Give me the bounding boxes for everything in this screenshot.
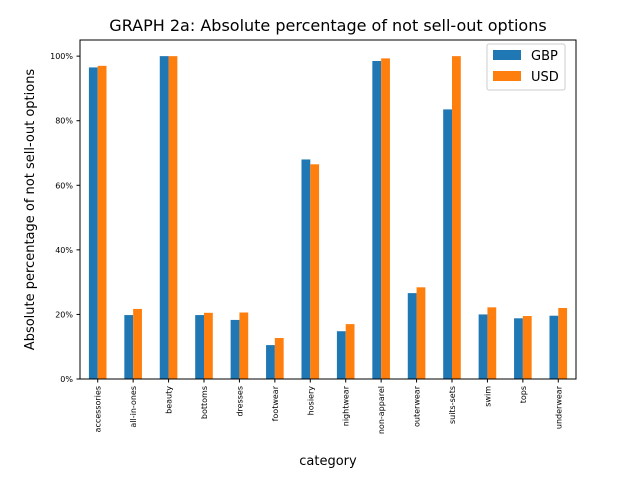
bars-group bbox=[88, 56, 568, 380]
bar-usd-all-in-ones bbox=[133, 308, 142, 379]
bar-usd-underwear bbox=[558, 307, 568, 379]
y-tick-label: 100% bbox=[50, 52, 73, 61]
bar-gbp-underwear bbox=[549, 315, 559, 379]
chart-title: GRAPH 2a: Absolute percentage of not sel… bbox=[109, 16, 546, 35]
bar-usd-footwear bbox=[274, 338, 284, 379]
legend-swatch-gbp bbox=[493, 50, 521, 60]
x-tick-label-beauty: beauty bbox=[165, 386, 174, 414]
x-axis-label: category bbox=[299, 454, 357, 469]
bar-gbp-hosiery bbox=[301, 159, 311, 379]
x-tick-label-all-in-ones: all-in-ones bbox=[129, 386, 138, 428]
bar-gbp-tops bbox=[514, 318, 523, 379]
y-axis-label: Absolute percentage of not sell-out opti… bbox=[23, 69, 38, 351]
bar-gbp-suits-sets bbox=[443, 109, 452, 379]
y-tick-label: 60% bbox=[55, 181, 73, 190]
bar-gbp-footwear bbox=[266, 345, 275, 379]
legend-label-gbp: GBP bbox=[531, 49, 558, 64]
bar-gbp-beauty bbox=[159, 56, 169, 379]
y-tick-label: 20% bbox=[55, 310, 73, 319]
x-tick-label-hosiery: hosiery bbox=[306, 386, 315, 416]
bar-gbp-non-apparel bbox=[372, 60, 382, 380]
bar-usd-non-apparel bbox=[381, 58, 390, 380]
legend-swatch-usd bbox=[493, 71, 521, 81]
bar-usd-bottoms bbox=[204, 312, 213, 379]
x-tick-label-nightwear: nightwear bbox=[342, 385, 351, 426]
x-tick-label-accessories: accessories bbox=[94, 386, 103, 432]
y-tick-label: 40% bbox=[55, 246, 73, 255]
bar-usd-hosiery bbox=[310, 164, 320, 379]
bar-gbp-all-in-ones bbox=[124, 315, 134, 379]
bar-usd-suits-sets bbox=[452, 56, 461, 379]
x-tick-label-bottoms: bottoms bbox=[200, 386, 209, 419]
y-tick-label: 0% bbox=[60, 375, 73, 384]
bar-gbp-outerwear bbox=[407, 293, 417, 379]
x-tick-label-outerwear: outerwear bbox=[413, 385, 422, 427]
legend-label-usd: USD bbox=[531, 70, 559, 85]
bar-usd-tops bbox=[522, 316, 532, 379]
bar-usd-dresses bbox=[239, 312, 249, 379]
bar-usd-beauty bbox=[168, 56, 178, 379]
bar-usd-outerwear bbox=[416, 287, 426, 379]
y-tick-label: 80% bbox=[55, 117, 73, 126]
x-tick-label-non-apparel: non-apparel bbox=[377, 386, 386, 434]
x-tick-label-footwear: footwear bbox=[271, 385, 280, 421]
legend: GBP USD bbox=[486, 43, 566, 91]
y-axis: 0% 20% 40% 60% 80% 100% bbox=[50, 52, 80, 384]
bar-gbp-accessories bbox=[88, 67, 98, 379]
bar-gbp-swim bbox=[478, 314, 488, 379]
x-tick-label-suits-sets: suits-sets bbox=[448, 386, 457, 424]
bar-gbp-nightwear bbox=[336, 331, 346, 379]
x-tick-label-underwear: underwear bbox=[554, 385, 563, 429]
x-tick-label-swim: swim bbox=[483, 386, 492, 407]
bar-usd-accessories bbox=[97, 65, 107, 379]
bar-usd-nightwear bbox=[345, 324, 355, 379]
bar-usd-swim bbox=[487, 307, 497, 379]
x-tick-label-tops: tops bbox=[519, 386, 528, 403]
plot-frame bbox=[79, 39, 577, 380]
bar-gbp-dresses bbox=[230, 319, 240, 379]
bar-gbp-bottoms bbox=[195, 315, 204, 379]
x-axis: accessories all-in-ones beauty bottoms dress… bbox=[94, 379, 563, 434]
x-tick-label-dresses: dresses bbox=[235, 386, 244, 417]
